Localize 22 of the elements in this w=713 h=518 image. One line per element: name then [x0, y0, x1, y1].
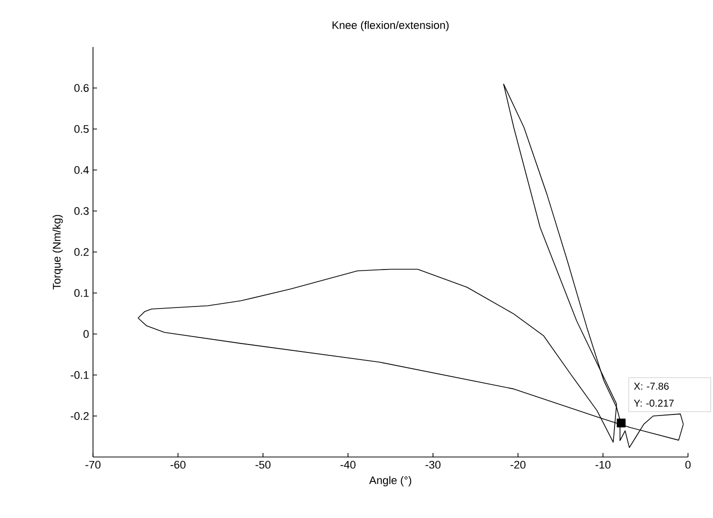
- x-tick-label: -10: [596, 460, 610, 469]
- annotation: X: -7.86: [634, 382, 669, 390]
- y-tick-label: -0.1: [70, 371, 89, 379]
- annotation: Y: -0.217: [634, 400, 674, 407]
- x-tick-label: 0: [685, 460, 691, 469]
- y-tick-label: 0: [83, 330, 89, 338]
- y-axis-title: Torque (Nm/kg): [52, 214, 63, 290]
- x-tick-label: -70: [86, 460, 100, 469]
- y-tick-label: 0.2: [74, 248, 89, 256]
- y-tick-label: 0.1: [74, 289, 89, 297]
- y-tick-label: -0.2: [70, 412, 89, 420]
- y-tick-label: 0.5: [74, 125, 89, 133]
- y-tick-label: 0.6: [74, 84, 89, 92]
- x-tick-label: -30: [426, 460, 440, 469]
- x-tick-label: -60: [170, 460, 186, 469]
- x-axis-title: Angle (°): [369, 476, 412, 486]
- x-tick-label: -40: [340, 460, 356, 469]
- chart-title: Knee (flexion/extension): [332, 20, 449, 32]
- y-tick-label: 0.4: [74, 166, 89, 174]
- y-tick-label: 0.3: [74, 207, 89, 215]
- x-tick-label: -20: [510, 460, 526, 469]
- x-tick-label: -50: [256, 460, 270, 469]
